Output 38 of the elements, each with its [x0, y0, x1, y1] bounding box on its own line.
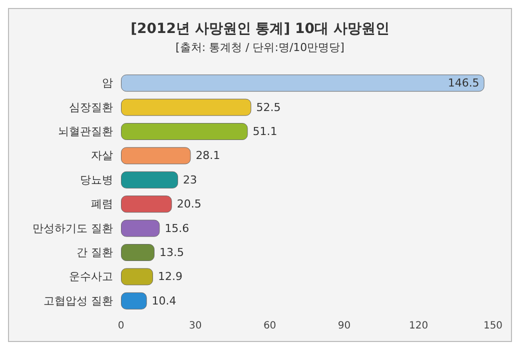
chart-subtitle: [출처: 통계청 / 단위:명/10만명당] [176, 41, 344, 54]
data-label: 146.5 [448, 76, 480, 90]
y-tick-label: 만성하기도 질환 [32, 222, 113, 235]
bar [121, 171, 178, 188]
bar [121, 292, 147, 310]
y-tick-label: 간 질환 [76, 246, 113, 259]
y-tick-label: 당뇨병 [80, 173, 113, 186]
bar [121, 268, 153, 286]
x-tick-label: 0 [118, 320, 124, 332]
data-label: 52.5 [256, 100, 281, 114]
x-tick-label: 30 [189, 320, 202, 332]
x-tick-label: 120 [409, 320, 428, 332]
data-label: 10.4 [152, 294, 176, 308]
data-label: 15.6 [164, 222, 190, 235]
y-tick-label: 고협압성 질환 [44, 294, 113, 308]
data-label: 51.1 [252, 125, 278, 138]
y-tick-label: 심장질환 [69, 100, 113, 114]
bar [121, 74, 484, 92]
data-label: 13.5 [159, 246, 184, 259]
bar [121, 147, 191, 164]
y-tick-label: 운수사고 [69, 270, 113, 284]
bar [121, 220, 160, 237]
x-tick-label: 90 [338, 320, 351, 332]
y-tick-label: 자살 [91, 149, 113, 162]
data-label: 12.9 [158, 270, 182, 284]
chart-title: [2012년 사망원인 통계] 10대 사망원인 [130, 21, 390, 37]
data-label: 23 [183, 173, 198, 186]
bar [121, 196, 172, 213]
y-tick-label: 뇌혈관질환 [58, 125, 113, 138]
bar [121, 98, 252, 116]
x-tick-label: 60 [263, 320, 276, 332]
bar [121, 123, 248, 140]
y-tick-label: 암 [102, 76, 113, 90]
bar [121, 244, 154, 261]
data-label: 20.5 [176, 198, 202, 211]
y-tick-label: 폐렴 [91, 198, 113, 211]
data-label: 28.1 [196, 149, 220, 162]
x-tick-label: 150 [483, 320, 503, 332]
